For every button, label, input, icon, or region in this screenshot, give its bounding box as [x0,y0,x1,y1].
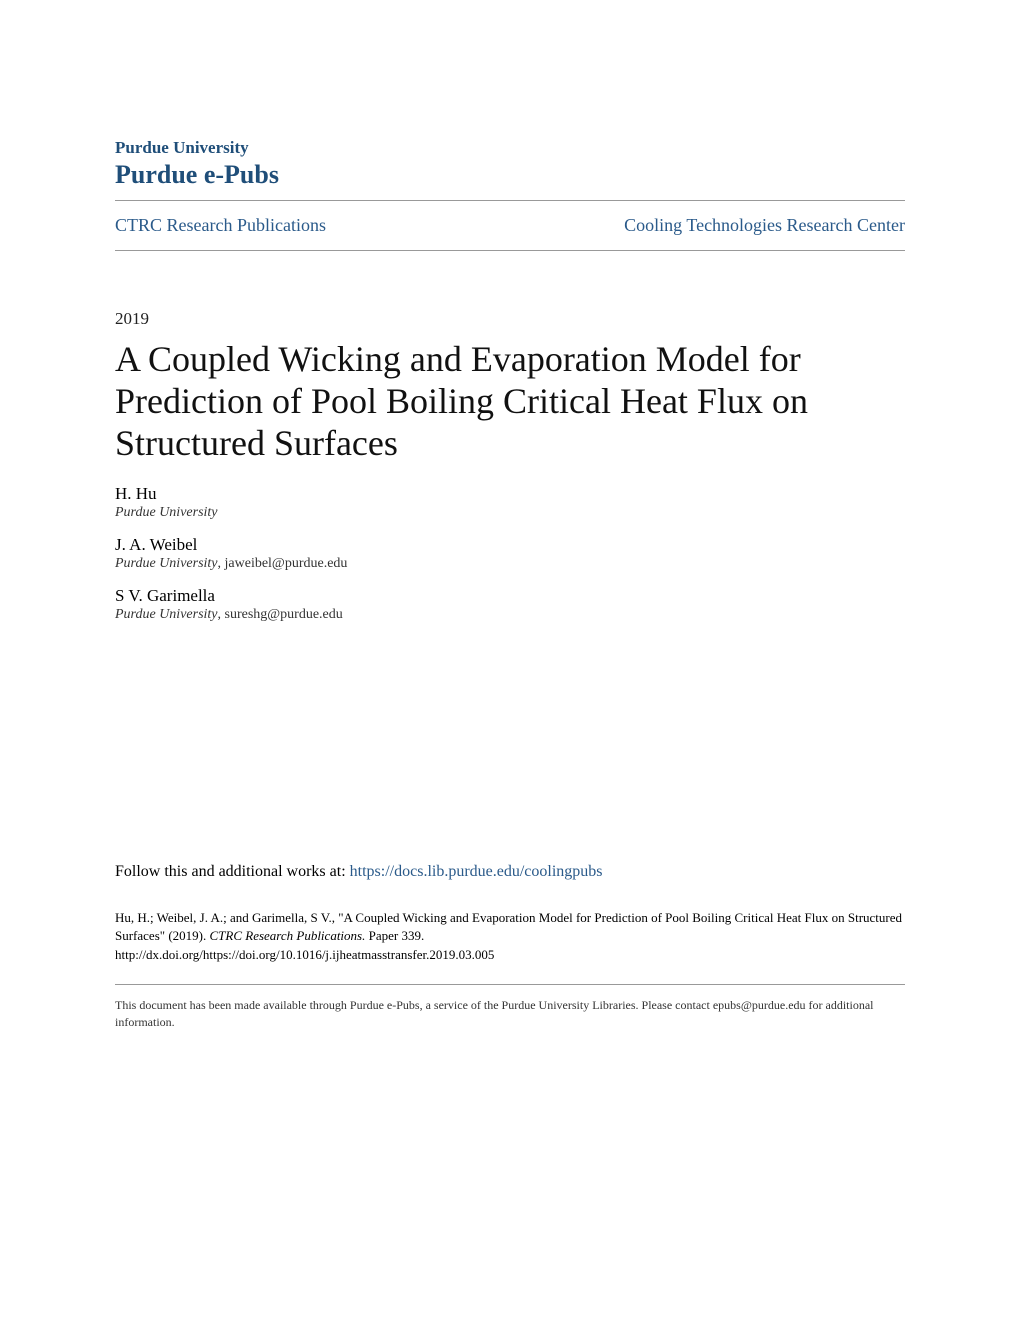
follow-section: Follow this and additional works at: htt… [115,863,905,881]
author-block: S V. Garimella Purdue University, suresh… [115,586,905,623]
affiliation-text: Purdue University [115,607,218,622]
header-divider-bottom [115,250,905,251]
follow-link[interactable]: https://docs.lib.purdue.edu/coolingpubs [350,863,603,880]
citation-doi: http://dx.doi.org/https://doi.org/10.101… [115,947,494,962]
author-email: , sureshg@purdue.edu [218,607,343,622]
paper-title: A Coupled Wicking and Evaporation Model … [115,339,905,464]
affiliation-text: Purdue University [115,505,218,520]
footer-divider [115,984,905,985]
author-affiliation: Purdue University, sureshg@purdue.edu [115,607,905,623]
page-header: Purdue University Purdue e-Pubs CTRC Res… [115,138,905,251]
nav-row: CTRC Research Publications Cooling Techn… [115,201,905,250]
author-block: H. Hu Purdue University [115,484,905,521]
nav-right-link[interactable]: Cooling Technologies Research Center [624,215,905,236]
author-email: , jaweibel@purdue.edu [218,556,348,571]
affiliation-text: Purdue University [115,556,218,571]
author-name: S V. Garimella [115,586,905,606]
author-affiliation: Purdue University [115,505,905,521]
repository-name[interactable]: Purdue e-Pubs [115,160,905,190]
author-name: H. Hu [115,484,905,504]
citation-suffix: Paper 339. [365,928,424,943]
author-name: J. A. Weibel [115,535,905,555]
follow-prefix: Follow this and additional works at: [115,863,350,880]
publication-year: 2019 [115,309,905,329]
author-affiliation: Purdue University, jaweibel@purdue.edu [115,556,905,572]
nav-left-link[interactable]: CTRC Research Publications [115,215,326,236]
citation-block: Hu, H.; Weibel, J. A.; and Garimella, S … [115,909,905,964]
citation-series: CTRC Research Publications. [209,928,365,943]
authors-list: H. Hu Purdue University J. A. Weibel Pur… [115,484,905,623]
author-block: J. A. Weibel Purdue University, jaweibel… [115,535,905,572]
footer-note: This document has been made available th… [115,997,905,1031]
university-name: Purdue University [115,138,905,158]
